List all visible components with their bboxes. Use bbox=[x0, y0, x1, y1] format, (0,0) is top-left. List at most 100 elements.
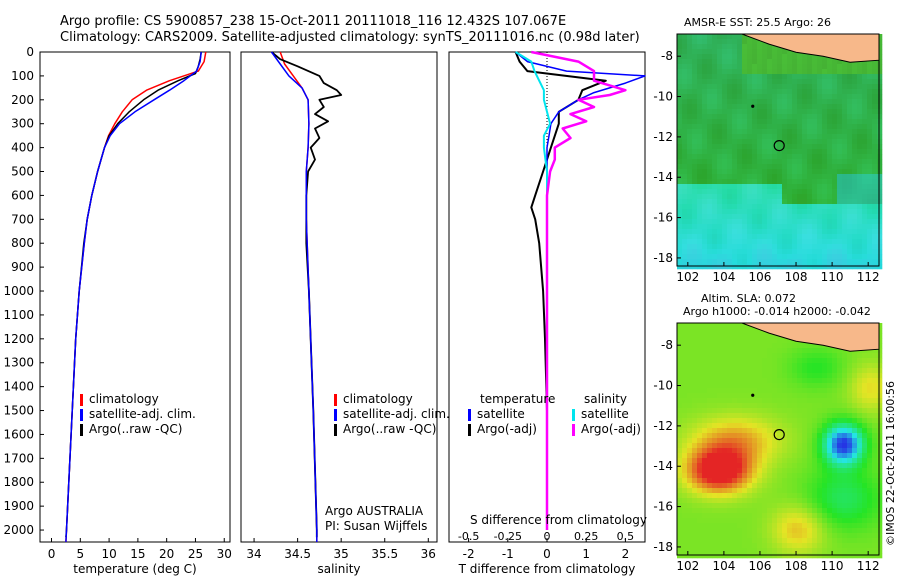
map-cell bbox=[712, 453, 718, 459]
map-cell bbox=[692, 418, 698, 424]
map-cell bbox=[692, 448, 698, 454]
map-cell bbox=[852, 194, 858, 200]
map-cell bbox=[807, 468, 813, 474]
map-cell bbox=[772, 533, 778, 539]
map-cell bbox=[857, 74, 863, 80]
map-cell bbox=[822, 368, 828, 374]
map-cell bbox=[722, 338, 728, 344]
map-cell bbox=[842, 388, 848, 394]
map-cell bbox=[822, 69, 828, 75]
map-cell bbox=[822, 184, 828, 190]
map-cell bbox=[877, 244, 883, 250]
map-cell bbox=[757, 373, 763, 379]
map-cell bbox=[867, 513, 873, 519]
map-cell bbox=[727, 528, 733, 534]
map-cell bbox=[872, 448, 878, 454]
map-cell bbox=[822, 428, 828, 434]
map-cell bbox=[702, 164, 708, 170]
map-cell bbox=[762, 199, 768, 205]
map-cell bbox=[702, 488, 708, 494]
map-cell bbox=[802, 194, 808, 200]
map-cell bbox=[862, 99, 868, 105]
map-cell bbox=[722, 79, 728, 85]
map-cell bbox=[837, 84, 843, 90]
map-cell bbox=[812, 99, 818, 105]
map-cell bbox=[772, 373, 778, 379]
map-cell bbox=[807, 54, 813, 60]
map-cell bbox=[877, 323, 883, 329]
map-cell bbox=[877, 348, 883, 354]
map-cell bbox=[732, 413, 738, 419]
map-cell bbox=[877, 398, 883, 404]
map-cell bbox=[732, 189, 738, 195]
map-cell bbox=[852, 463, 858, 469]
map-cell bbox=[772, 403, 778, 409]
map-cell bbox=[862, 189, 868, 195]
map-cell bbox=[752, 508, 758, 514]
map-cell bbox=[782, 94, 788, 100]
map-cell bbox=[852, 209, 858, 215]
map-cell bbox=[717, 328, 723, 334]
map-cell bbox=[697, 548, 703, 554]
map-cell bbox=[807, 239, 813, 245]
map-cell bbox=[707, 154, 713, 160]
float-program-label: Argo AUSTRALIA bbox=[325, 504, 424, 518]
map-cell bbox=[717, 49, 723, 55]
map-cell bbox=[747, 458, 753, 464]
map-cell bbox=[802, 533, 808, 539]
map-cell bbox=[712, 343, 718, 349]
salinity_panel-frame bbox=[240, 51, 438, 543]
map-cell bbox=[692, 214, 698, 220]
map-cell bbox=[827, 478, 833, 484]
map-cell bbox=[727, 478, 733, 484]
map-cell bbox=[862, 74, 868, 80]
map-cell bbox=[752, 493, 758, 499]
map-cell bbox=[792, 343, 798, 349]
map-cell bbox=[762, 204, 768, 210]
map-cell bbox=[687, 383, 693, 389]
map-cell bbox=[742, 39, 748, 45]
map-cell bbox=[747, 74, 753, 80]
map-cell bbox=[732, 69, 738, 75]
map-cell bbox=[727, 209, 733, 215]
map-cell bbox=[742, 373, 748, 379]
map-cell bbox=[727, 498, 733, 504]
map-cell bbox=[772, 114, 778, 120]
map-cell bbox=[792, 373, 798, 379]
map-cell bbox=[767, 543, 773, 549]
map-cell bbox=[847, 109, 853, 115]
map-cell bbox=[787, 388, 793, 394]
map-cell bbox=[827, 378, 833, 384]
sla-map bbox=[676, 322, 883, 559]
map-cell bbox=[817, 353, 823, 359]
map-cell bbox=[692, 403, 698, 409]
s-tick-label: 0.25 bbox=[574, 530, 599, 543]
map-cell bbox=[757, 134, 763, 140]
map-cell bbox=[762, 184, 768, 190]
map-cell bbox=[822, 74, 828, 80]
map-cell bbox=[822, 199, 828, 205]
map-cell bbox=[787, 493, 793, 499]
map-cell bbox=[712, 39, 718, 45]
map-cell bbox=[802, 89, 808, 95]
map-cell bbox=[757, 363, 763, 369]
map-cell bbox=[687, 74, 693, 80]
map-cell bbox=[852, 398, 858, 404]
map-cell bbox=[852, 363, 858, 369]
map-cell bbox=[817, 189, 823, 195]
map-cell bbox=[677, 333, 683, 339]
map-cell bbox=[772, 493, 778, 499]
map-cell bbox=[732, 428, 738, 434]
map-cell bbox=[692, 264, 698, 270]
map-cell bbox=[857, 443, 863, 449]
map-cell bbox=[677, 533, 683, 539]
map-cell bbox=[757, 214, 763, 220]
map-cell bbox=[717, 264, 723, 270]
map-cell bbox=[692, 483, 698, 489]
map-cell bbox=[852, 353, 858, 359]
map-cell bbox=[842, 448, 848, 454]
map-cell bbox=[677, 508, 683, 514]
map-cell bbox=[707, 234, 713, 240]
map-cell bbox=[872, 109, 878, 115]
map-cell bbox=[837, 523, 843, 529]
